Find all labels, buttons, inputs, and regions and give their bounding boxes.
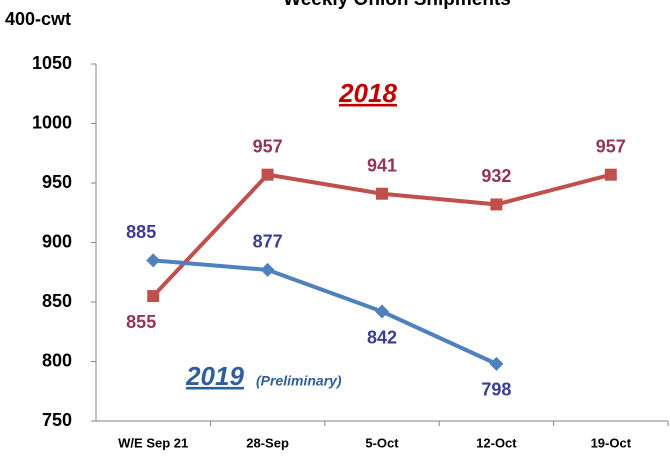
data-label: 932 <box>481 166 511 186</box>
chart-title: Weekly Onion Shipments <box>283 0 511 10</box>
data-label: 798 <box>481 380 511 400</box>
y-tick-label: 1000 <box>32 112 72 132</box>
data-label: 957 <box>253 136 283 156</box>
x-tick-label: 19-Oct <box>591 435 632 450</box>
y-tick-label: 900 <box>42 231 72 251</box>
marker <box>260 262 275 277</box>
data-label: 877 <box>253 232 283 252</box>
y-tick-label: 1050 <box>32 53 72 73</box>
data-label: 957 <box>596 136 626 156</box>
marker <box>490 198 503 211</box>
x-tick-label: 28-Sep <box>246 435 289 450</box>
x-tick-label: 12-Oct <box>476 435 517 450</box>
marker <box>146 253 161 268</box>
data-label: 842 <box>367 327 397 347</box>
annotation: (Preliminary) <box>256 373 342 389</box>
x-tick-label: 5-Oct <box>365 435 399 450</box>
series-line <box>153 258 498 366</box>
y-axis-label: 400-cwt <box>5 9 71 29</box>
marker <box>261 168 274 181</box>
marker <box>489 356 504 371</box>
marker <box>375 304 389 319</box>
marker <box>604 168 617 181</box>
series-name: 2018 <box>338 78 397 108</box>
data-label: 941 <box>367 155 397 175</box>
data-label: 885 <box>126 222 156 242</box>
y-tick-label: 950 <box>42 172 72 192</box>
data-label: 855 <box>126 312 156 332</box>
series-name: 2019 <box>185 361 244 391</box>
y-tick-label: 750 <box>42 410 72 430</box>
marker <box>147 290 160 303</box>
y-tick-label: 850 <box>42 291 72 311</box>
x-tick-label: W/E Sep 21 <box>118 435 188 450</box>
marker <box>376 187 388 200</box>
y-tick-label: 800 <box>42 350 72 370</box>
